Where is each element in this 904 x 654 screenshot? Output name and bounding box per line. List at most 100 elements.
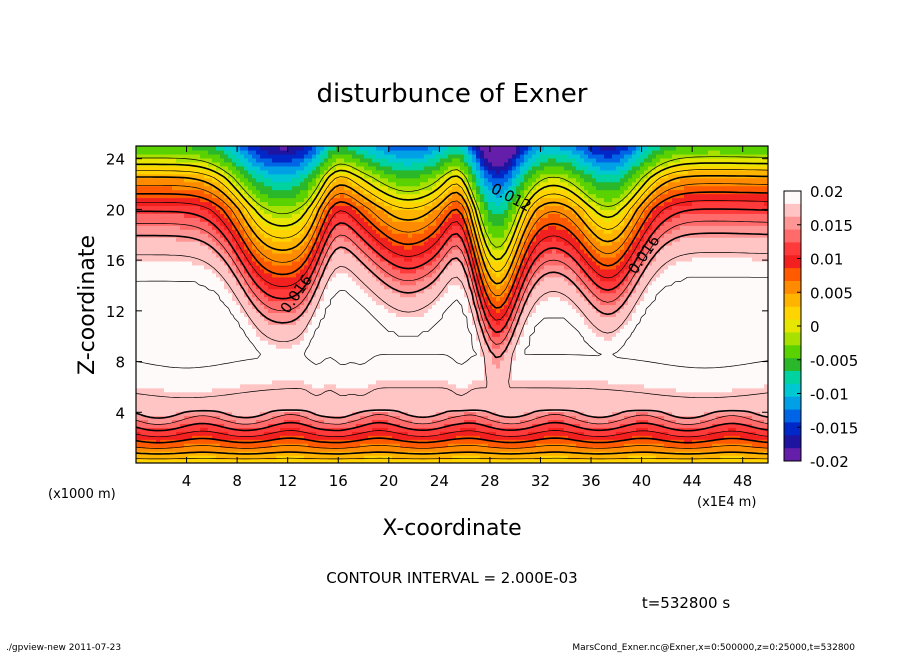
contour-fill-cell [500,344,505,349]
contour-fill-cell [564,364,569,369]
contour-fill-cell [220,384,225,389]
contour-fill-cell [168,352,173,357]
contour-fill-cell [252,411,257,416]
contour-fill-cell [200,368,205,373]
contour-fill-cell [464,364,469,369]
contour-fill-cell [736,447,741,452]
contour-fill-cell [432,368,437,373]
contour-fill-cell [440,415,445,420]
contour-fill-cell [616,400,621,405]
contour-fill-cell [496,348,501,353]
contour-fill-cell [592,340,597,345]
contour-fill-cell [304,404,309,409]
contour-fill-cell [456,352,461,357]
contour-fill-cell [488,364,493,369]
contour-fill-cell [252,364,257,369]
contour-fill-cell [592,404,597,409]
contour-fill-cell [684,423,689,428]
contour-fill-cell [648,340,653,345]
contour-fill-cell [236,364,241,369]
contour-fill-cell [140,356,145,361]
contour-fill-cell [500,384,505,389]
contour-fill-cell [548,392,553,397]
contour-fill-cell [504,364,509,369]
contour-fill-cell [756,364,761,369]
contour-fill-cell [284,340,289,345]
contour-fill-cell [328,431,333,436]
contour-fill-cell [256,423,261,428]
contour-fill-cell [680,411,685,416]
contour-fill-cell [564,384,569,389]
contour-fill-cell [444,376,449,381]
contour-fill-cell [376,340,381,345]
contour-fill-cell [144,384,149,389]
contour-fill-cell [424,360,429,365]
contour-fill-cell [144,404,149,409]
contour-fill-cell [136,396,141,401]
contour-fill-cell [600,372,605,377]
contour-fill-cell [580,408,585,413]
contour-fill-cell [276,411,281,416]
contour-fill-cell [384,344,389,349]
contour-fill-cell [528,368,533,373]
contour-fill-cell [680,443,685,448]
contour-fill-cell [588,348,593,353]
contour-fill-cell [444,427,449,432]
contour-fill-cell [628,356,633,361]
contour-fill-cell [488,384,493,389]
contour-fill-cell [332,419,337,424]
contour-fill-cell [196,392,201,397]
contour-fill-cell [636,368,641,373]
contour-fill-cell [208,411,213,416]
contour-fill-cell [372,392,377,397]
contour-fill-cell [440,376,445,381]
contour-fill-cell [444,368,449,373]
contour-fill-cell [456,388,461,393]
contour-fill-cell [224,404,229,409]
contour-fill-cell [144,352,149,357]
contour-fill-cell [248,408,253,413]
contour-fill-cell [352,435,357,440]
contour-fill-cell [524,336,529,341]
contour-fill-cell [660,348,665,353]
contour-fill-cell [644,380,649,385]
contour-fill-cell [376,415,381,420]
contour-fill-cell [752,400,757,405]
contour-fill-cell [160,404,165,409]
contour-fill-cell [692,431,697,436]
contour-fill-cell [280,360,285,365]
contour-fill-cell [156,340,161,345]
contour-fill-cell [660,376,665,381]
contour-fill-cell [316,376,321,381]
contour-fill-cell [140,408,145,413]
contour-fill-cell [192,352,197,357]
contour-fill-cell [708,384,713,389]
contour-fill-cell [372,372,377,377]
contour-fill-cell [748,396,753,401]
contour-fill-cell [680,384,685,389]
contour-fill-cell [464,376,469,381]
contour-fill-cell [748,376,753,381]
contour-fill-cell [456,364,461,369]
contour-fill-cell [568,360,573,365]
contour-fill-cell [352,364,357,369]
contour-fill-cell [408,443,413,448]
contour-fill-cell [364,396,369,401]
contour-fill-cell [500,431,505,436]
contour-fill-cell [476,356,481,361]
contour-fill-cell [752,415,757,420]
contour-fill-cell [244,360,249,365]
contour-fill-cell [332,408,337,413]
contour-fill-cell [320,344,325,349]
contour-fill-cell [336,344,341,349]
contour-fill-cell [388,388,393,393]
contour-fill-cell [324,364,329,369]
contour-fill-cell [632,376,637,381]
contour-fill-cell [212,404,217,409]
contour-fill-cell [504,356,509,361]
contour-fill-cell [292,392,297,397]
contour-fill-cell [620,404,625,409]
contour-fill-cell [344,431,349,436]
contour-fill-cell [484,352,489,357]
contour-fill-cell [464,447,469,452]
